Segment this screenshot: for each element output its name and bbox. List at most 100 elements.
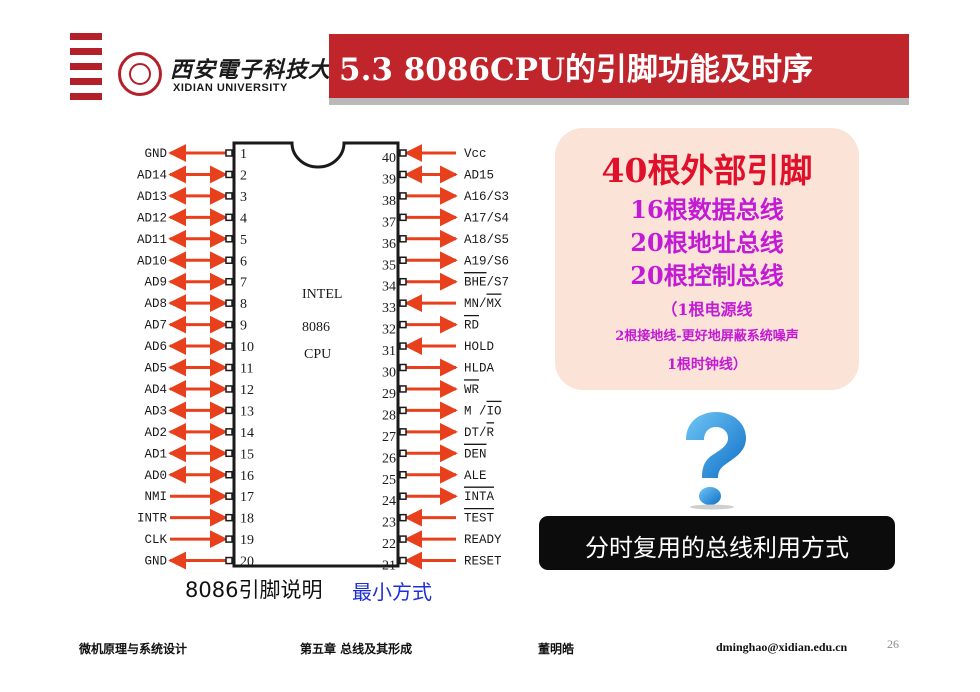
- pin-label: HLDA: [464, 362, 495, 376]
- mode-label: 最小方式: [352, 580, 432, 604]
- pin-pad: [399, 428, 407, 436]
- address-bus-count: 20根地址总线: [630, 228, 784, 257]
- pin-label: AD5: [144, 362, 167, 376]
- pin-label: AD1: [144, 447, 167, 461]
- pin-number: 21: [382, 559, 396, 574]
- pin-label: AD15: [464, 168, 494, 182]
- pin-pad: [225, 256, 233, 264]
- pin-number: 23: [382, 516, 396, 531]
- footer-email: dminghao@xidian.edu.cn: [716, 640, 848, 654]
- pin-number: 26: [382, 451, 396, 466]
- pin-label: AD8: [144, 297, 167, 311]
- footer-chapter: 第五章 总线及其形成: [300, 642, 413, 656]
- pin-label: A19/S6: [464, 254, 509, 268]
- pin-number: 19: [240, 533, 254, 548]
- pin-number: 10: [240, 340, 254, 355]
- pin-pad: [225, 213, 233, 222]
- pin-label: Vcc: [464, 147, 487, 161]
- pin-number: 24: [382, 494, 396, 509]
- pin-label: A16/S3: [464, 190, 509, 204]
- pin-label: RD: [464, 319, 479, 333]
- multiplexing-text: 分时复用的总线利用方式: [585, 534, 849, 562]
- pin-pad: [225, 492, 233, 500]
- pin-pad: [399, 385, 407, 393]
- diagram-caption: 8086引脚说明: [185, 578, 323, 602]
- pin-number: 3: [240, 190, 247, 205]
- page-number: 26: [887, 637, 899, 651]
- pin-number: 1: [240, 147, 247, 162]
- pin-label: AD6: [144, 340, 167, 354]
- pin-pad: [399, 213, 407, 222]
- pin-number: 13: [240, 404, 254, 419]
- pin-number: 25: [382, 473, 396, 488]
- pin-number: 4: [240, 211, 247, 226]
- pin-label: RESET: [464, 555, 502, 569]
- pin-pad: [399, 492, 407, 500]
- pin-pad: [225, 299, 233, 307]
- chip-name-line: INTEL: [302, 287, 342, 302]
- pin-number: 17: [240, 490, 254, 505]
- pin-pad: [225, 320, 233, 329]
- pin-label: DEN: [464, 447, 487, 461]
- pin-pad: [225, 170, 233, 179]
- pin-number: 37: [382, 215, 396, 230]
- pin-number: 18: [240, 512, 254, 527]
- power-line-note: （1根电源线: [661, 300, 753, 319]
- pin-label: CLK: [144, 533, 167, 547]
- pin-pad: [225, 556, 233, 565]
- pin-pad: [399, 256, 407, 264]
- pin-pad: [225, 342, 233, 350]
- pin-pad: [225, 428, 233, 436]
- multiplexing-banner: 分时复用的总线利用方式: [539, 516, 895, 570]
- pin-pad: [225, 192, 233, 200]
- pin-pad: [399, 556, 407, 565]
- pin-pad: [225, 449, 233, 458]
- pin-label: AD10: [137, 254, 167, 268]
- pin-number: 7: [240, 276, 247, 291]
- pin-summary-heading: 40根外部引脚: [601, 151, 813, 190]
- pin-pad: [399, 513, 407, 522]
- pin-label: GND: [144, 147, 167, 161]
- pin-label: A18/S5: [464, 233, 509, 247]
- pin-pad: [225, 535, 233, 543]
- menu-bar-icon: [70, 93, 102, 100]
- pin-label: MN/MX: [464, 297, 502, 311]
- pin-number: 33: [382, 301, 396, 316]
- pin-number: 11: [240, 362, 253, 377]
- clock-line-note: 1根时钟线）: [667, 357, 747, 373]
- pin-label: HOLD: [464, 340, 494, 354]
- pin-pad: [399, 192, 407, 200]
- pin-pad: [225, 513, 233, 522]
- pin-number: 34: [382, 280, 396, 295]
- pin-label: M /IO: [464, 404, 502, 418]
- menu-bar-icon: [70, 33, 102, 40]
- pin-label: AD7: [144, 319, 167, 333]
- pin-number: 39: [382, 172, 396, 187]
- pin-label: INTR: [137, 512, 168, 526]
- pin-pad: [399, 406, 407, 415]
- pin-number: 22: [382, 537, 396, 552]
- pin-label: A17/S4: [464, 211, 509, 225]
- pin-label: AD13: [137, 190, 167, 204]
- pin-number: 32: [382, 323, 396, 338]
- pin-pad: [225, 363, 233, 372]
- chip-name-line: CPU: [304, 347, 331, 362]
- pin-number: 38: [382, 194, 396, 209]
- pin-pad: [399, 320, 407, 329]
- pin-number: 8: [240, 297, 247, 312]
- pin-number: 28: [382, 408, 396, 423]
- pin-label: AD0: [144, 469, 167, 483]
- menu-bar-icon: [70, 63, 102, 70]
- pin-label: AD11: [137, 233, 167, 247]
- pin-number: 35: [382, 258, 396, 273]
- pin-number: 20: [240, 555, 254, 570]
- university-seal-icon: [118, 52, 162, 96]
- pin-number: 12: [240, 383, 254, 398]
- pin-summary-panel: 40根外部引脚 16根数据总线 20根地址总线 20根控制总线 （1根电源线 2…: [555, 128, 859, 390]
- footer-author: 董明皓: [538, 642, 575, 656]
- slide-title: 5.3 8086CPU的引脚功能及时序: [339, 52, 814, 88]
- pin-label: AD14: [137, 168, 167, 182]
- pin-pad: [225, 471, 233, 479]
- pin-number: 16: [240, 469, 254, 484]
